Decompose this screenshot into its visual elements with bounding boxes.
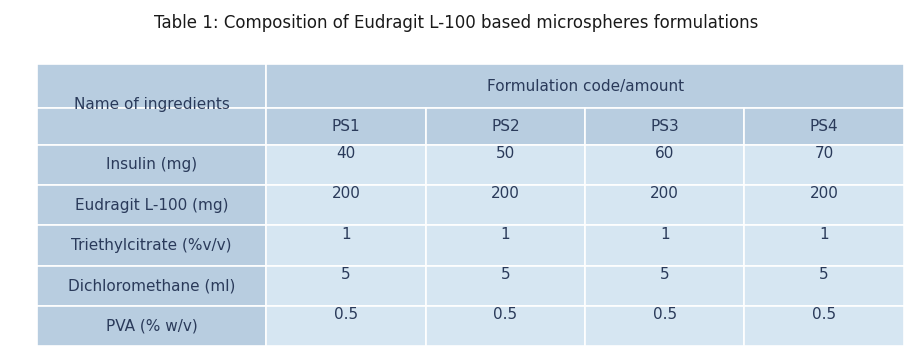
Text: 40: 40 <box>336 146 356 161</box>
Text: 200: 200 <box>491 186 519 201</box>
Text: 200: 200 <box>650 186 679 201</box>
Text: 200: 200 <box>331 186 361 201</box>
Text: 5: 5 <box>819 267 829 282</box>
Text: Insulin (mg): Insulin (mg) <box>106 157 197 172</box>
Text: PS3: PS3 <box>650 119 679 134</box>
Text: 70: 70 <box>814 146 834 161</box>
Text: 1: 1 <box>500 227 510 242</box>
Text: 0.5: 0.5 <box>813 307 836 322</box>
Text: 1: 1 <box>660 227 669 242</box>
Text: Formulation code/amount: Formulation code/amount <box>487 79 684 94</box>
Text: PVA (% w/v): PVA (% w/v) <box>106 319 197 334</box>
Text: 50: 50 <box>496 146 515 161</box>
Text: PS4: PS4 <box>810 119 838 134</box>
Text: Triethylcitrate (%v/v): Triethylcitrate (%v/v) <box>71 238 232 253</box>
Text: 1: 1 <box>341 227 351 242</box>
Text: Dichloromethane (ml): Dichloromethane (ml) <box>68 278 236 293</box>
Text: 5: 5 <box>500 267 510 282</box>
Text: PS2: PS2 <box>491 119 519 134</box>
Text: 0.5: 0.5 <box>653 307 677 322</box>
Text: PS1: PS1 <box>331 119 361 134</box>
Text: Table 1: Composition of Eudragit L-100 based microspheres formulations: Table 1: Composition of Eudragit L-100 b… <box>154 14 759 32</box>
Text: 60: 60 <box>656 146 675 161</box>
Text: 200: 200 <box>810 186 839 201</box>
Text: Eudragit L-100 (mg): Eudragit L-100 (mg) <box>75 198 228 213</box>
Text: 5: 5 <box>341 267 351 282</box>
Text: 0.5: 0.5 <box>334 307 358 322</box>
Text: Name of ingredients: Name of ingredients <box>74 97 229 112</box>
Text: 0.5: 0.5 <box>493 307 518 322</box>
Text: 5: 5 <box>660 267 669 282</box>
Text: 1: 1 <box>819 227 829 242</box>
